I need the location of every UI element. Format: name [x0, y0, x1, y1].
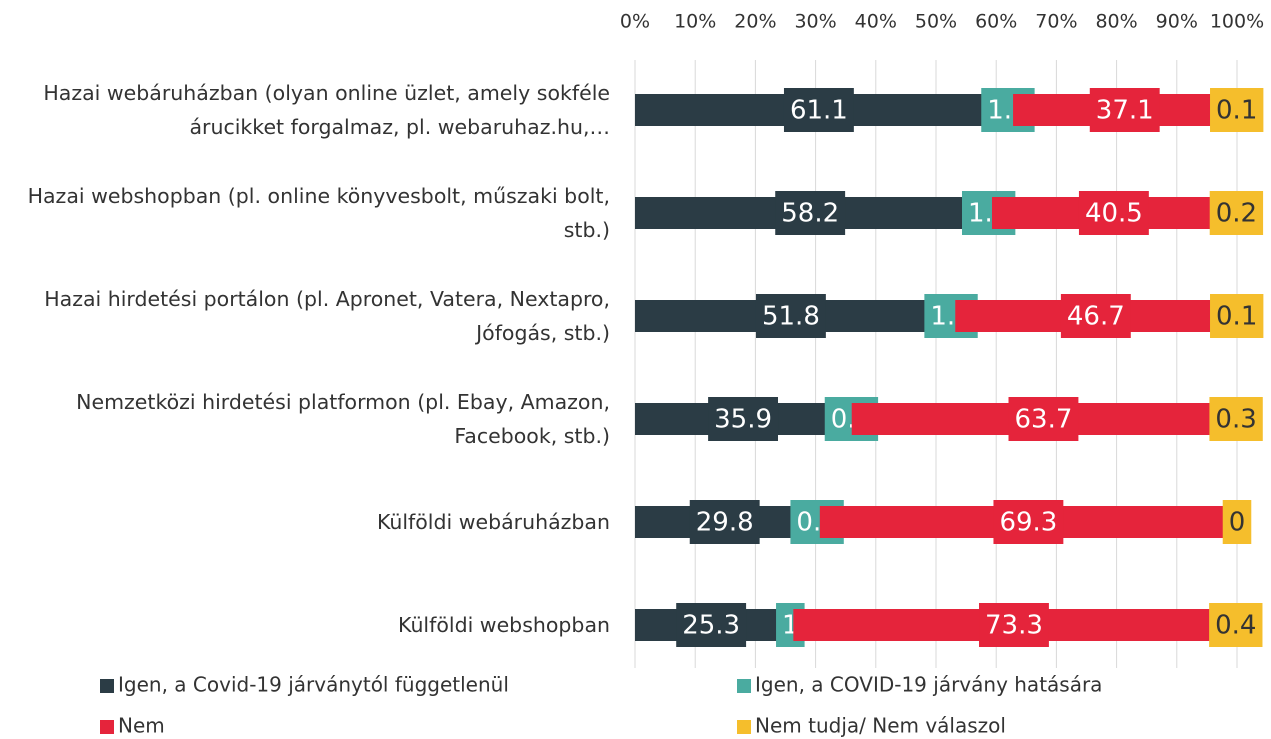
x-tick-label: 60% — [975, 11, 1017, 33]
value-label: 35.9 — [714, 405, 772, 435]
value-label-box — [676, 603, 747, 647]
category-label: Hazai webáruházban (olyan online üzlet, … — [43, 81, 610, 139]
value-label: 0.1 — [1216, 96, 1257, 126]
x-tick-label: 100% — [1210, 11, 1264, 33]
value-label-box — [979, 603, 1049, 647]
value-label: 58.2 — [781, 199, 839, 229]
value-label-box — [755, 294, 826, 338]
value-label-box — [708, 397, 779, 441]
category-label: Hazai webshopban (pl. online könyvesbolt… — [27, 184, 610, 242]
value-label-box — [775, 191, 846, 235]
legend-swatch — [100, 679, 114, 693]
x-tick-label: 80% — [1095, 11, 1137, 33]
category-label: Hazai hirdetési portálon (pl. Apronet, V… — [44, 287, 610, 345]
value-label-box — [689, 500, 760, 544]
value-label: 29.8 — [696, 508, 754, 538]
value-label: 37.1 — [1096, 96, 1154, 126]
category-label: Külföldi webáruházban — [376, 510, 610, 534]
legend-label: Nem tudja/ Nem válaszol — [755, 714, 1006, 738]
value-label-box — [1210, 294, 1264, 338]
value-label: 0.1 — [1216, 302, 1257, 332]
value-label: 73.3 — [985, 611, 1043, 641]
value-label-box — [1089, 88, 1160, 132]
category-label: Nemzetközi hirdetési platformon (pl. Eba… — [76, 390, 610, 448]
value-label-box — [1209, 191, 1264, 235]
value-label: 0 — [1229, 508, 1246, 538]
value-label: 0.4 — [1215, 611, 1256, 641]
value-label-box — [1209, 603, 1263, 647]
value-label: 46.7 — [1067, 302, 1125, 332]
value-label: 61.1 — [790, 96, 848, 126]
value-label: 63.7 — [1015, 405, 1073, 435]
value-label-box — [1060, 294, 1131, 338]
legend-label: Nem — [118, 714, 165, 738]
x-tick-label: 10% — [674, 11, 716, 33]
x-tick-label: 20% — [734, 11, 776, 33]
value-label-box — [1210, 88, 1264, 132]
x-tick-label: 50% — [915, 11, 957, 33]
category-label: Külföldi webshopban — [398, 613, 610, 637]
legend-label: Igen, a COVID-19 járvány hatására — [755, 673, 1102, 697]
x-tick-label: 30% — [794, 11, 836, 33]
value-label: 25.3 — [682, 611, 740, 641]
legend-swatch — [100, 720, 114, 734]
value-label-box — [1078, 191, 1149, 235]
value-label-box — [783, 88, 854, 132]
value-label-box — [1222, 500, 1252, 544]
legend-swatch — [737, 720, 751, 734]
value-label: 40.5 — [1085, 199, 1143, 229]
value-label-box — [993, 500, 1064, 544]
x-tick-label: 90% — [1156, 11, 1198, 33]
x-tick-label: 70% — [1035, 11, 1077, 33]
value-label: 69.3 — [999, 508, 1057, 538]
value-label-box — [1008, 397, 1079, 441]
value-label: 51.8 — [762, 302, 820, 332]
legend-label: Igen, a Covid-19 járványtól függetlenül — [118, 673, 509, 697]
value-label: 0.3 — [1215, 405, 1256, 435]
value-label: 0.2 — [1216, 199, 1257, 229]
x-tick-label: 40% — [855, 11, 897, 33]
x-tick-label: 0% — [620, 11, 650, 33]
legend-swatch — [737, 679, 751, 693]
value-label-box — [1209, 397, 1263, 441]
